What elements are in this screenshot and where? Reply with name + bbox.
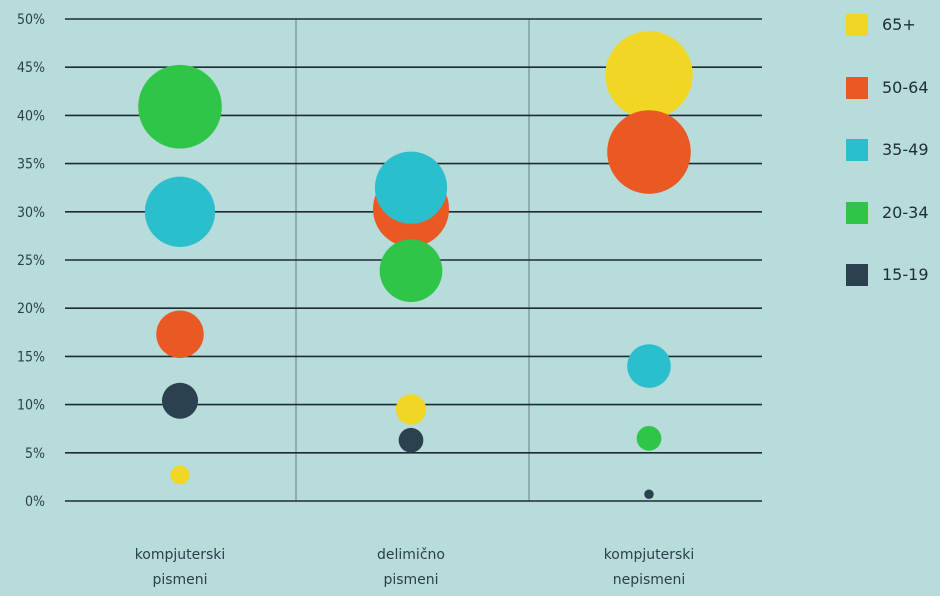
bubble-35-49-col1	[144, 176, 216, 247]
y-tick-label: 30%	[17, 205, 45, 221]
bubble-65plus-col2	[395, 394, 427, 425]
y-tick-label: 25%	[17, 253, 45, 269]
y-tick-label: 50%	[17, 12, 45, 28]
category-label: nepismeni	[613, 572, 686, 588]
y-tick-label: 35%	[17, 157, 45, 173]
legend-label: 15-19	[882, 265, 929, 284]
category-label: kompjuterski	[604, 547, 695, 563]
bubble-20-34-col3	[636, 425, 662, 451]
bubble-50-64-col1	[156, 310, 204, 358]
y-tick-label: 45%	[17, 60, 45, 76]
legend-label: 35-49	[882, 140, 929, 159]
category-label: delimično	[377, 547, 445, 563]
y-tick-label: 0%	[25, 494, 45, 510]
category-label: pismeni	[152, 572, 207, 588]
bubble-35-49-col3	[627, 344, 671, 388]
y-tick-label: 5%	[25, 446, 45, 462]
bubble-35-49-col2	[374, 151, 448, 224]
legend-swatch	[846, 14, 868, 36]
bubble-15-19-col1	[161, 382, 199, 419]
bubble-65plus-col3	[605, 31, 693, 119]
bubble-65plus-col1	[170, 465, 190, 485]
y-tick-label: 40%	[17, 108, 45, 124]
y-tick-label: 10%	[17, 398, 45, 414]
bubble-20-34-col1	[138, 64, 222, 149]
bubble-15-19-col3	[644, 489, 654, 500]
category-label: kompjuterski	[135, 547, 226, 563]
legend-swatch	[846, 76, 868, 99]
legend-swatch	[846, 201, 868, 224]
bubble-15-19-col2	[398, 427, 424, 453]
legend-label: 20-34	[882, 202, 929, 222]
category-label: pismeni	[383, 572, 438, 588]
legend-swatch	[846, 139, 868, 161]
legend-swatch	[846, 264, 868, 286]
y-tick-label: 20%	[17, 301, 45, 317]
legend-label: 65+	[882, 15, 916, 34]
y-tick-label: 15%	[17, 349, 45, 365]
bubble-20-34-col2	[379, 239, 443, 302]
bubble-50-64-col3	[607, 110, 691, 194]
legend-label: 50-64	[882, 77, 929, 97]
